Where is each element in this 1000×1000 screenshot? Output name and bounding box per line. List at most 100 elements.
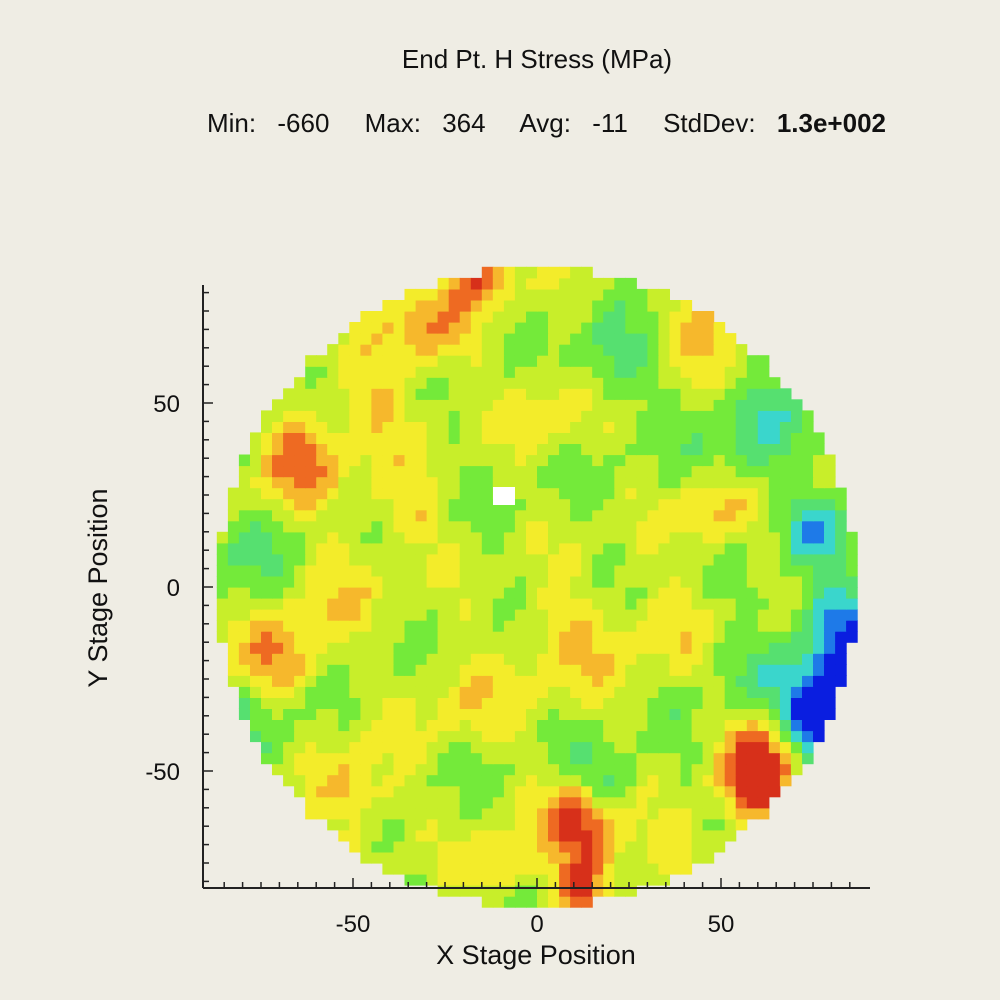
heatmap-cell [349,829,361,842]
heatmap-cell [503,752,516,765]
heatmap-cell [669,576,682,588]
heatmap-cell [625,796,637,809]
heatmap-cell [526,609,538,621]
heatmap-cell [404,785,417,798]
heatmap-cell [724,708,737,720]
heatmap-cell [802,576,814,588]
heatmap-cell [713,476,726,489]
heatmap-cell [647,741,659,754]
heatmap-cell [272,686,284,698]
heatmap-cell [625,410,637,422]
heatmap-cell [790,697,803,709]
heatmap-cell [216,587,229,599]
heatmap-cell [603,355,615,367]
heatmap-cell [514,564,527,577]
heatmap-cell [492,410,505,422]
heatmap-cell [713,686,726,698]
heatmap-cell [559,631,571,643]
heatmap-cell [415,553,428,566]
heatmap-cell [404,708,417,720]
heatmap-cell [382,432,394,444]
heatmap-cell [459,288,472,301]
heatmap-cell [481,863,494,875]
heatmap-cell [581,807,593,820]
heatmap-cell [415,730,428,743]
heatmap-cell [526,520,538,533]
heatmap-cell [360,421,372,433]
heatmap-cell [813,642,825,654]
heatmap-cell [647,796,659,809]
heatmap-cell [261,564,273,577]
heatmap-cell [702,344,715,356]
heatmap-cell [570,708,582,720]
heatmap-cell [404,421,417,433]
heatmap-cell [603,763,615,776]
heatmap-cell [658,587,670,599]
heatmap-cell [768,531,781,544]
heatmap-cell [581,300,593,312]
heatmap-cell [636,697,648,709]
heatmap-cell [680,807,693,820]
heatmap-cell [250,708,262,720]
heatmap-cell [691,377,704,389]
heatmap-cell [768,520,781,533]
heatmap-cell [570,763,582,776]
heatmap-cell [327,719,339,732]
heatmap-cell [824,542,836,555]
heatmap-cell [757,609,770,621]
heatmap-cell [261,410,273,422]
heatmap-cell [658,796,670,809]
heatmap-cell [426,443,439,456]
heatmap-cell [250,620,262,632]
heatmap-cell [790,686,803,698]
heatmap-cell [382,653,394,665]
heatmap-cell [669,708,682,720]
heatmap-cell [846,531,858,544]
heatmap-cell [537,763,549,776]
heatmap-cell [481,752,494,765]
heatmap-cell [338,344,350,356]
heatmap-cell [790,553,803,566]
heatmap-cell [514,355,527,367]
heatmap-cell [338,774,350,787]
heatmap-cell [537,322,549,334]
heatmap-cell [647,487,659,500]
heatmap-cell [735,642,748,654]
heatmap-cell [305,355,317,367]
heatmap-cell [669,818,682,831]
heatmap-cell [349,531,361,544]
heatmap-cell [437,719,450,732]
heatmap-cell [459,664,472,676]
heatmap-cell [647,686,659,698]
heatmap-cell [316,620,328,632]
heatmap-cell [779,498,792,511]
heatmap-cell [735,796,748,809]
heatmap-cell [415,564,428,577]
heatmap-cell [779,752,792,765]
heatmap-cell [548,311,560,323]
heatmap-cell [382,388,394,400]
heatmap-cell [757,653,770,665]
heatmap-cell [835,609,847,621]
heatmap-cell [647,675,659,687]
heatmap-cell [514,675,527,687]
heatmap-cell [559,399,571,411]
heatmap-cell [294,664,306,676]
heatmap-cell [415,874,428,886]
heatmap-cell [625,741,637,754]
heatmap-cell [636,520,648,533]
heatmap-cell [382,553,394,566]
heatmap-cell [680,300,693,312]
heatmap-cell [570,531,582,544]
heatmap-cell [625,631,637,643]
heatmap-cell [735,410,748,422]
heatmap-cell [327,708,339,720]
max-label: Max: [364,108,421,138]
heatmap-cell [437,664,450,676]
heatmap-cell [559,885,571,897]
heatmap-cell [514,531,527,544]
heatmap-cell [503,476,516,489]
heatmap-cell [625,609,637,621]
heatmap-cell [592,631,604,643]
heatmap-cell [327,763,339,776]
